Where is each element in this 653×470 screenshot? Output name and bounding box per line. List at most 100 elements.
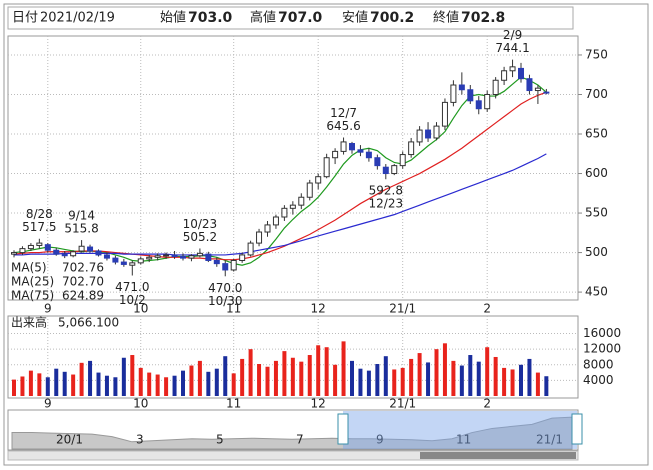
- header-box: [7, 6, 574, 30]
- annotation-date: 12/7: [330, 106, 357, 120]
- navigator-handle[interactable]: [337, 413, 349, 445]
- volume-bar: [350, 360, 354, 396]
- volume-bar: [155, 374, 160, 396]
- candle-body: [484, 93, 491, 110]
- candle-body: [137, 258, 144, 264]
- field-label: 終値: [433, 10, 459, 26]
- x-tick-label: 2: [483, 302, 491, 316]
- annotation-value: 470.0: [208, 281, 242, 295]
- x-tick-label: 11: [226, 302, 241, 316]
- volume-bar: [147, 372, 152, 396]
- x-tick-label: 2: [483, 397, 491, 411]
- volume-bar: [299, 361, 304, 396]
- price-frame: [7, 35, 579, 301]
- field-label: 安値: [342, 10, 368, 26]
- volume-bar: [400, 367, 405, 396]
- candle-body: [120, 261, 127, 265]
- candle-body: [323, 157, 330, 178]
- candle-body: [289, 204, 296, 209]
- candle-body: [543, 91, 550, 94]
- volume-bar: [121, 357, 126, 396]
- candle-body: [374, 157, 381, 167]
- volume-bar: [62, 371, 67, 396]
- volume-bar: [383, 356, 388, 396]
- scrollbar[interactable]: [7, 450, 579, 461]
- navigator-area: [11, 416, 573, 450]
- candle-body: [87, 246, 94, 252]
- candle-body: [213, 259, 220, 265]
- annotation-date: 10/30: [208, 294, 243, 308]
- navigator-selection: [343, 411, 577, 449]
- volume-bar: [223, 356, 228, 396]
- volume-bar: [113, 377, 118, 396]
- annotation-value: 517.5: [22, 220, 56, 234]
- annotation-value: 505.2: [183, 230, 217, 244]
- candle-body: [298, 196, 305, 206]
- candle-body: [526, 78, 533, 92]
- annotation-value: 471.0: [115, 280, 149, 294]
- candle-body: [272, 216, 279, 226]
- volume-bar: [71, 374, 76, 396]
- annotation-value: 515.8: [64, 222, 98, 236]
- field-value: 703.0: [188, 10, 233, 26]
- candle-body: [11, 252, 17, 255]
- y-tick-label: 450: [585, 285, 608, 299]
- volume-bar: [366, 370, 371, 396]
- navigator-label: 9: [376, 433, 384, 447]
- volume-bar: [104, 375, 109, 396]
- candle-body: [518, 67, 524, 80]
- candle-body: [230, 259, 237, 271]
- y-tick-label: 500: [585, 245, 608, 259]
- candle-body: [256, 231, 263, 244]
- legend-value: 702.76: [62, 261, 104, 275]
- candle-body: [399, 154, 406, 167]
- candle-body: [70, 251, 77, 257]
- volume-bar: [434, 349, 439, 396]
- x-tick-label: 10: [133, 302, 148, 316]
- scroll-thumb[interactable]: [420, 452, 576, 459]
- volume-bar: [519, 364, 523, 396]
- y-tick-label: 650: [585, 127, 608, 141]
- ma-line: [14, 153, 547, 256]
- candle-body: [78, 245, 85, 252]
- volume-tick-label: 8000: [583, 357, 614, 371]
- candle-body: [129, 262, 136, 266]
- candle-body: [95, 250, 102, 256]
- volume-value: 5,066.100: [58, 316, 119, 330]
- volume-bar: [493, 356, 498, 396]
- volume-bar: [164, 377, 169, 396]
- candle-body: [306, 182, 313, 198]
- volume-bar: [502, 367, 507, 396]
- annotation-value: 592.8: [369, 184, 403, 198]
- field-label: 始値: [160, 10, 186, 26]
- volume-tick-label: 16000: [583, 326, 621, 340]
- volume-tick-label: 12000: [583, 342, 621, 356]
- navigator-label: 3: [136, 433, 144, 447]
- ma-line: [13, 91, 547, 261]
- candle-body: [450, 84, 457, 103]
- volume-bar: [544, 376, 549, 396]
- candle-body: [340, 141, 347, 152]
- x-tick-label: 21/1: [389, 302, 416, 316]
- volume-bar: [265, 366, 270, 396]
- navigator-label: 7: [296, 433, 304, 447]
- legend-value: 702.70: [62, 275, 104, 289]
- volume-bar: [12, 379, 16, 396]
- navigator-handle[interactable]: [571, 413, 583, 445]
- volume-bar: [485, 347, 490, 396]
- candle-body: [19, 248, 26, 254]
- volume-bar: [248, 349, 253, 396]
- volume-bar: [138, 367, 143, 396]
- volume-bar: [442, 343, 447, 396]
- x-tick-label: 10: [133, 397, 148, 411]
- candle-body: [467, 89, 474, 102]
- volume-bar: [20, 376, 25, 396]
- volume-bar: [181, 370, 185, 396]
- volume-frame: [7, 315, 579, 399]
- candle-body: [247, 242, 254, 256]
- navigator-label: 11: [456, 433, 471, 447]
- volume-bar: [417, 353, 422, 396]
- volume-bar: [206, 371, 211, 396]
- candle-body: [196, 252, 203, 257]
